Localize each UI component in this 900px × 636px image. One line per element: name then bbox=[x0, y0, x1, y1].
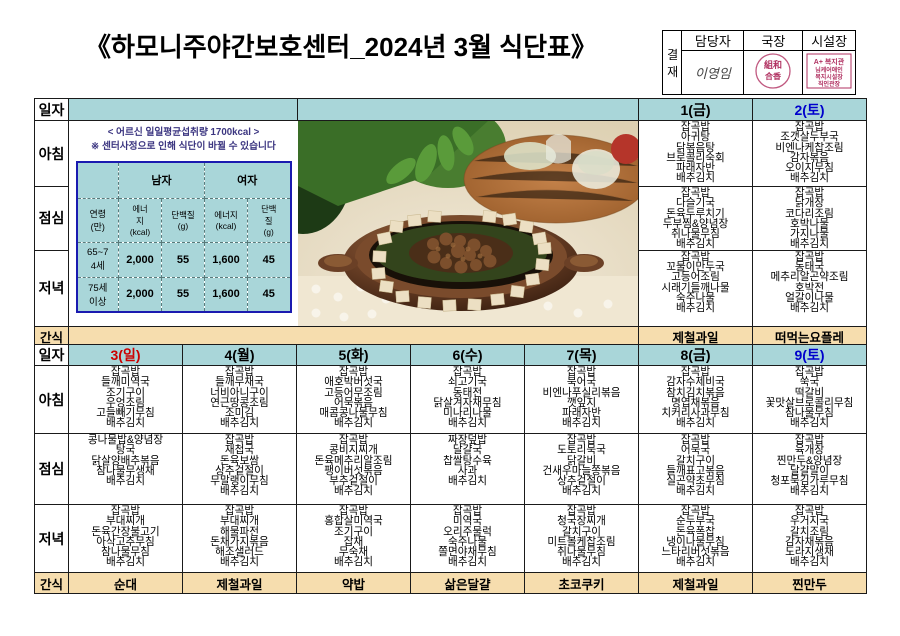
svg-text:合香: 合香 bbox=[764, 71, 782, 81]
svg-text:A+ 복지관: A+ 복지관 bbox=[814, 57, 845, 66]
svg-text:님케어애인: 님케어애인 bbox=[815, 66, 843, 74]
svg-text:組和: 組和 bbox=[764, 59, 782, 70]
svg-text:직인관장: 직인관장 bbox=[818, 80, 841, 88]
svg-text:복지시설장: 복지시설장 bbox=[815, 73, 843, 81]
